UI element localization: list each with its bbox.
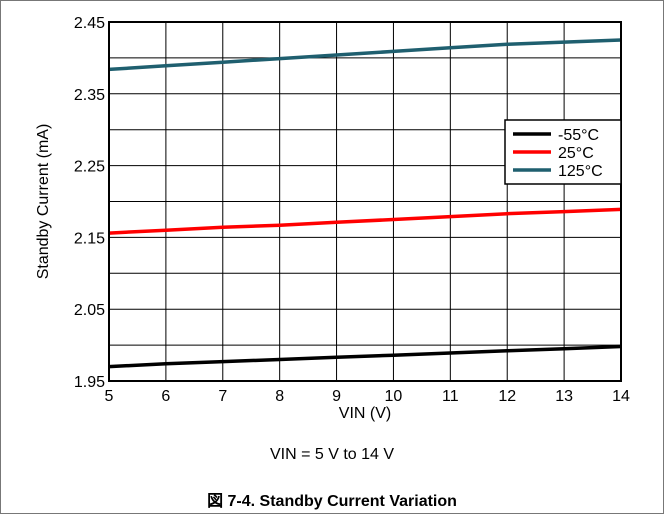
figure-caption: 図 7-4. Standby Current Variation <box>207 493 457 510</box>
series-line <box>108 344 622 369</box>
y-tick-label: 2.45 <box>74 15 105 32</box>
y-tick-label: 2.25 <box>74 159 105 176</box>
plot-area-frame <box>108 21 622 382</box>
x-tick-label: 14 <box>612 388 630 405</box>
y-tick-label: 1.95 <box>74 374 105 391</box>
y-tick-labels: 1.95 2.05 2.15 2.25 2.35 2.45 <box>74 15 105 391</box>
x-tick-label: 12 <box>498 388 516 405</box>
series-line <box>108 38 622 72</box>
x-tick-label: 13 <box>555 388 573 405</box>
series-line <box>108 207 622 235</box>
legend-label: 125°C <box>558 163 603 180</box>
x-tick-label: 5 <box>105 388 114 405</box>
x-tick-label: 8 <box>275 388 284 405</box>
y-axis-label: Standby Current (mA) <box>35 124 52 280</box>
standby-current-chart: 5 6 7 8 9 10 11 12 13 14 1.95 2.05 2.15 2.25 2.35 2.45… <box>35 15 630 422</box>
grid <box>108 21 622 382</box>
x-tick-label: 10 <box>385 388 403 405</box>
series-lines <box>108 38 622 369</box>
y-tick-label: 2.05 <box>74 302 105 319</box>
legend-label: 25°C <box>558 145 594 162</box>
condition-note: VIN = 5 V to 14 V <box>269 446 395 463</box>
y-tick-label: 2.35 <box>74 87 105 104</box>
y-tick-label: 2.15 <box>74 230 105 247</box>
x-tick-label: 7 <box>218 388 227 405</box>
x-tick-label: 9 <box>332 388 341 405</box>
x-tick-labels: 5 6 7 8 9 10 11 12 13 14 <box>105 388 630 405</box>
legend-label: -55°C <box>558 127 599 144</box>
x-tick-label: 6 <box>161 388 170 405</box>
x-tick-label: 11 <box>442 388 459 405</box>
x-axis-label: VIN (V) <box>339 405 391 422</box>
